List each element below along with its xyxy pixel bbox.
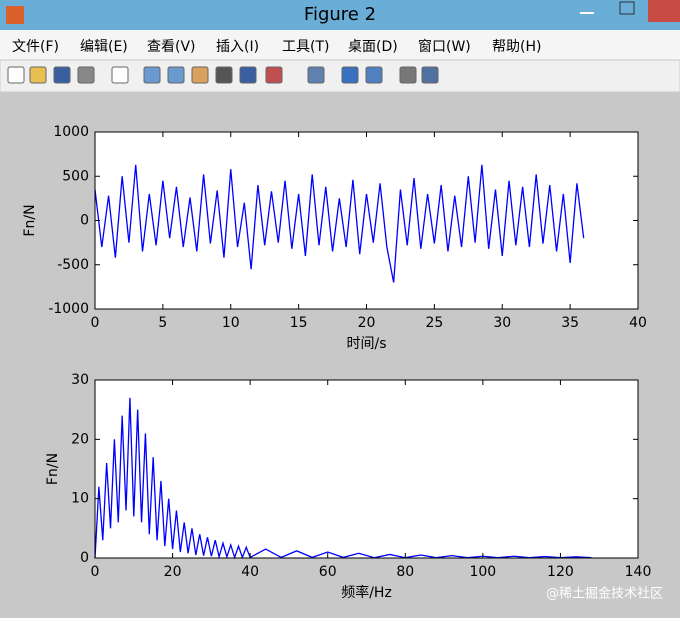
menu-item[interactable]: 插入(I) xyxy=(216,39,259,55)
tool-button[interactable] xyxy=(399,66,417,84)
tool-button[interactable] xyxy=(111,66,129,84)
minimize-button[interactable] xyxy=(580,12,594,14)
x-tick-label: 15 xyxy=(290,315,308,331)
x-tick-label: 0 xyxy=(91,564,100,580)
y-tick-label: 0 xyxy=(80,550,89,566)
axes-bg xyxy=(95,380,638,558)
menu-bar xyxy=(0,30,680,60)
y-axis-label: Fn/N xyxy=(45,453,61,485)
tool-button[interactable] xyxy=(167,66,185,84)
signal-line xyxy=(94,397,592,560)
y-tick-label: 0 xyxy=(80,213,89,229)
menu-item[interactable]: 查看(V) xyxy=(147,39,196,55)
tool-button[interactable] xyxy=(53,66,71,84)
tool-button[interactable] xyxy=(239,66,257,84)
x-tick-label: 30 xyxy=(493,315,511,331)
tool-button[interactable] xyxy=(215,66,233,84)
x-tick-label: 20 xyxy=(164,564,182,580)
menu-item[interactable]: 编辑(E) xyxy=(80,39,128,55)
x-tick-label: 35 xyxy=(561,315,579,331)
maximize-button[interactable] xyxy=(619,1,635,15)
y-tick-label: 30 xyxy=(71,372,89,388)
y-tick-label: -500 xyxy=(57,257,89,273)
x-tick-label: 10 xyxy=(222,315,240,331)
x-tick-label: 100 xyxy=(469,564,496,580)
x-tick-label: 40 xyxy=(241,564,259,580)
tool-button[interactable] xyxy=(191,66,209,84)
menu-item[interactable]: 桌面(D) xyxy=(348,39,398,55)
title-bar xyxy=(0,0,680,30)
toolbar-icons xyxy=(7,66,439,84)
x-tick-label: 140 xyxy=(625,564,652,580)
close-button[interactable] xyxy=(648,0,680,22)
tool-button[interactable] xyxy=(421,66,439,84)
tool-button[interactable] xyxy=(7,66,25,84)
signal-line xyxy=(94,164,585,283)
menu-item[interactable]: 工具(T) xyxy=(282,39,329,55)
menu-item[interactable]: 帮助(H) xyxy=(492,39,541,55)
x-axis-label: 频率/Hz xyxy=(341,584,392,601)
menu-item[interactable]: 窗口(W) xyxy=(418,38,471,55)
menu-item[interactable]: 文件(F) xyxy=(12,39,59,55)
x-tick-label: 120 xyxy=(547,564,574,580)
x-tick-label: 25 xyxy=(425,315,443,331)
x-tick-label: 0 xyxy=(91,315,100,331)
tool-button[interactable] xyxy=(143,66,161,84)
y-tick-label: 10 xyxy=(71,491,89,507)
x-tick-label: 5 xyxy=(158,315,167,331)
x-axis-label: 时间/s xyxy=(346,336,386,352)
y-tick-label: 20 xyxy=(71,431,89,447)
y-tick-label: 1000 xyxy=(53,124,89,140)
x-tick-label: 80 xyxy=(396,564,414,580)
tool-button[interactable] xyxy=(265,66,283,84)
tool-button[interactable] xyxy=(365,66,383,84)
x-tick-label: 20 xyxy=(358,315,376,331)
window-title: Figure 2 xyxy=(304,4,376,25)
tool-button[interactable] xyxy=(341,66,359,84)
watermark: @稀土掘金技术社区 xyxy=(546,586,663,602)
x-tick-label: 40 xyxy=(629,315,647,331)
tool-button[interactable] xyxy=(77,66,95,84)
x-tick-label: 60 xyxy=(319,564,337,580)
y-tick-label: -1000 xyxy=(48,301,89,317)
toolbar xyxy=(0,59,680,93)
axes-frame xyxy=(94,379,639,559)
y-axis-label: Fn/N xyxy=(22,204,38,236)
tool-button[interactable] xyxy=(29,66,47,84)
app-icon xyxy=(6,6,24,24)
y-tick-label: 500 xyxy=(62,168,89,184)
axes-bg xyxy=(95,132,638,309)
tool-button[interactable] xyxy=(307,66,325,84)
